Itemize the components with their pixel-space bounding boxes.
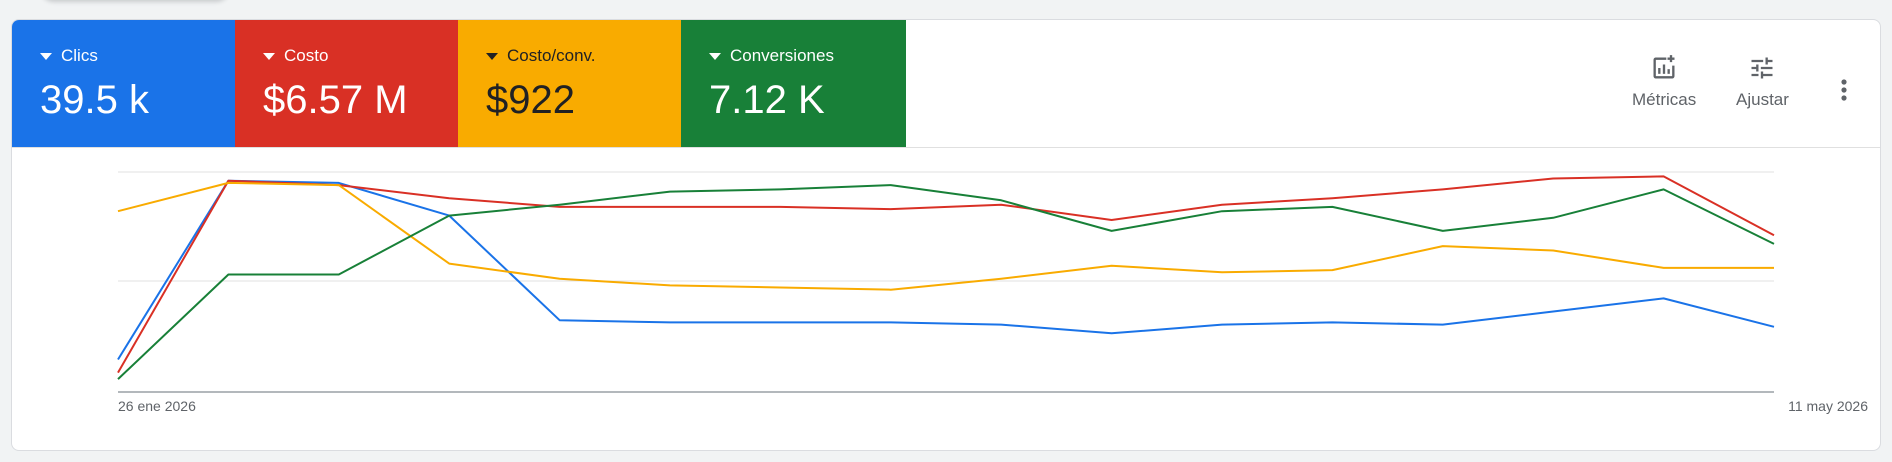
metric-tile-label: Conversiones — [730, 46, 834, 65]
metric-tile-cost-header: Costo — [263, 46, 328, 66]
metric-tiles: Clics 39.5 k Costo $6.57 M Costo/conv. $… — [12, 20, 906, 147]
dropdown-arrow-icon — [40, 52, 52, 60]
performance-chart-card: Clics 39.5 k Costo $6.57 M Costo/conv. $… — [11, 19, 1881, 451]
metric-tile-cost-per-conv[interactable]: Costo/conv. $922 — [458, 20, 681, 147]
metrics-button[interactable]: Métricas — [1632, 54, 1696, 110]
x-axis-end-label: 11 may 2026 — [1788, 398, 1868, 414]
series-line-costo — [117, 175, 1775, 374]
chart-series — [117, 175, 1775, 380]
adjust-button-label: Ajustar — [1736, 90, 1789, 109]
more-vert-icon — [1841, 79, 1847, 101]
metric-tile-value: $922 — [486, 78, 575, 122]
metric-tile-value: 7.12 K — [709, 78, 825, 122]
metric-tile-conversions-header: Conversiones — [709, 46, 834, 66]
series-line-costo-conv — [117, 181, 1774, 291]
metrics-button-label: Métricas — [1632, 90, 1697, 109]
metric-tile-conversions[interactable]: Conversiones 7.12 K — [681, 20, 906, 147]
metric-tile-clicks-header: Clics — [40, 46, 98, 66]
metric-tile-label: Costo — [284, 46, 329, 65]
chart-grid — [118, 171, 1774, 393]
adjust-button[interactable]: Ajustar — [1736, 54, 1789, 110]
line-chart — [117, 171, 1775, 393]
series-line-clics — [117, 179, 1775, 361]
metric-tile-cost[interactable]: Costo $6.57 M — [235, 20, 458, 147]
more-options-button[interactable] — [1832, 70, 1856, 110]
metric-tile-cost-per-conv-header: Costo/conv. — [486, 46, 596, 66]
metric-tile-label: Clics — [61, 46, 98, 65]
tune-sliders-icon — [1751, 57, 1773, 79]
toolbar-divider — [12, 147, 1880, 148]
series-line-conversiones — [117, 184, 1775, 380]
metric-tile-clicks[interactable]: Clics 39.5 k — [12, 20, 235, 147]
metric-tile-value: 39.5 k — [40, 78, 149, 122]
add-chart-icon — [1653, 55, 1675, 79]
x-axis-start-label: 26 ene 2026 — [118, 398, 196, 414]
metric-tile-label: Costo/conv. — [507, 46, 596, 65]
dropdown-arrow-icon — [486, 52, 498, 60]
dropdown-arrow-icon — [709, 52, 721, 60]
dropdown-arrow-icon — [263, 52, 275, 60]
metric-tile-value: $6.57 M — [263, 78, 408, 122]
